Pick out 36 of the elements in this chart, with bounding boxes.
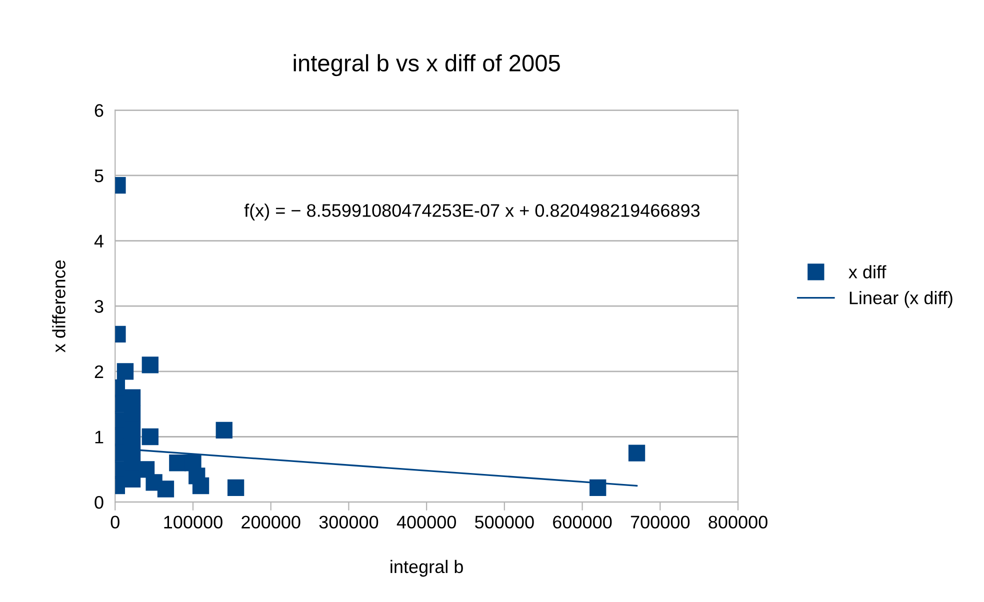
point — [142, 356, 158, 374]
x-tick-label: 400000 — [396, 516, 456, 529]
y-tick-label: 6 — [94, 104, 104, 117]
x-tick-label: 0 — [110, 516, 120, 529]
annotation: f(x) = − 8.55991080474253E-07 x + 0.820498219466893 — [244, 204, 700, 220]
point — [227, 479, 244, 496]
y-axis-title: x difference — [52, 260, 66, 352]
x-tick-label: 200000 — [242, 516, 300, 529]
y-tick-label: 5 — [94, 170, 104, 182]
point — [628, 444, 646, 462]
x-axis-title: integral b — [390, 560, 463, 577]
chart-title: integral b vs x diff of 2005 — [294, 54, 560, 76]
x-tick-label: 100000 — [164, 516, 222, 529]
legend-label: x diff — [848, 265, 886, 278]
point — [124, 422, 141, 439]
point — [142, 428, 158, 446]
point — [124, 406, 141, 422]
legend-label: Linear (x diff) — [850, 291, 952, 308]
point — [169, 454, 186, 472]
y-tick-label: 0 — [94, 496, 104, 509]
point — [216, 422, 232, 439]
point — [124, 389, 141, 406]
point — [116, 363, 134, 380]
point — [146, 474, 162, 491]
point — [124, 470, 141, 488]
x-tick-label: 500000 — [475, 516, 534, 529]
point — [192, 477, 210, 494]
point — [124, 454, 141, 472]
x-tick-label: 700000 — [630, 516, 690, 529]
x-tick-label: 300000 — [319, 516, 378, 529]
y-tick-label: 2 — [94, 365, 104, 378]
y-tick-label: 1 — [95, 430, 104, 444]
x-tick-label: 800000 — [708, 516, 768, 529]
y-tick-label: 3 — [94, 300, 104, 313]
x-tick-label: 600000 — [553, 516, 612, 529]
y-tick-label: 4 — [94, 234, 104, 248]
